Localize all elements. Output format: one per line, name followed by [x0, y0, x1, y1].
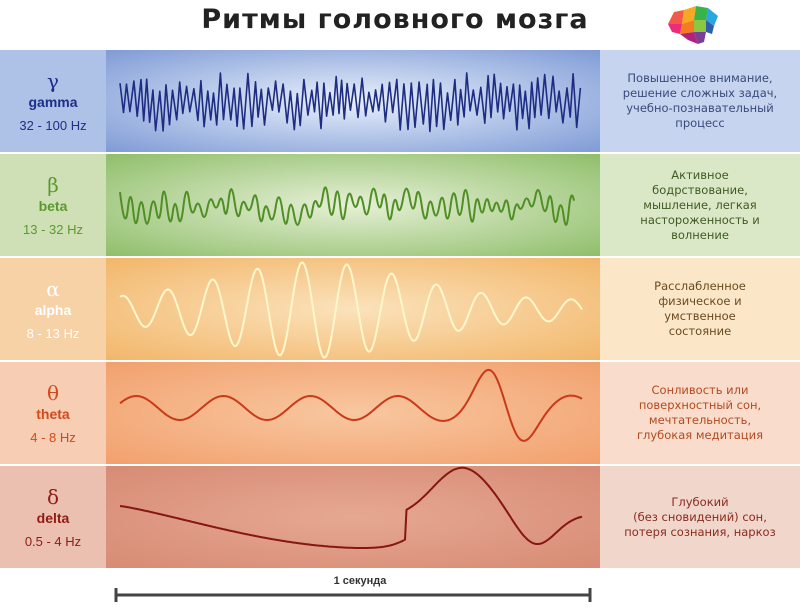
band-description-beta: Активное бодрствование, мышление, легкая… [600, 154, 800, 256]
time-scale-label: 1 секунда [333, 575, 387, 587]
band-label-gamma: γ gamma 32 - 100 Hz [0, 50, 106, 152]
wave-alpha [119, 261, 583, 359]
band-gamma: γ gamma 32 - 100 Hz Повышенное внимание, ре… [0, 50, 800, 152]
band-wave-area-theta [106, 362, 600, 464]
band-symbol: β [47, 172, 59, 197]
band-label-alpha: α alpha 8 - 13 Hz [0, 258, 106, 360]
page-title-text: Ритмы головного мозга [201, 4, 589, 35]
band-label-theta: θ theta 4 - 8 Hz [0, 362, 106, 464]
band-frequency: 13 - 32 Hz [23, 221, 83, 237]
wave-delta [119, 466, 583, 549]
wave-line-gamma [119, 72, 582, 133]
band-frequency: 32 - 100 Hz [19, 117, 87, 133]
band-wave-area-gamma [106, 50, 600, 152]
wave-line-theta [119, 368, 583, 442]
band-description-alpha: Расслабленное физическое и умственное со… [600, 258, 800, 360]
band-alpha: α alpha 8 - 13 Hz Расслабленное физическое … [0, 258, 800, 360]
band-symbol: α [46, 276, 60, 301]
band-wave-area-delta [106, 466, 600, 568]
brain-logo-icon [668, 6, 718, 44]
wave-line-beta [119, 186, 575, 226]
wave-line-alpha [119, 261, 583, 359]
wave-theta [119, 368, 583, 442]
band-name: beta [38, 197, 68, 214]
band-name: theta [36, 405, 70, 422]
band-name: alpha [34, 301, 72, 318]
wave-beta [119, 186, 575, 226]
band-delta: δ delta 0.5 - 4 Hz Глубокий (без сновидений… [0, 466, 800, 568]
band-description-theta: Сонливость или поверхностный сон, мечтат… [600, 362, 800, 464]
band-symbol: θ [46, 380, 60, 405]
time-scale-bar [114, 588, 592, 602]
band-symbol: δ [46, 484, 60, 509]
band-frequency: 8 - 13 Hz [26, 325, 80, 341]
wave-line-delta [119, 466, 583, 549]
band-name: delta [36, 509, 70, 526]
band-description-delta: Глубокий (без сновидений) сон, потеря со… [600, 466, 800, 568]
band-beta: β beta 13 - 32 Hz Активное бодрствование, м… [0, 154, 800, 256]
page-title: Ритмы головного мозга [0, 4, 720, 35]
band-description-gamma: Повышенное внимание, решение сложных зад… [600, 50, 800, 152]
band-wave-area-beta [106, 154, 600, 256]
band-frequency: 4 - 8 Hz [30, 429, 76, 445]
band-name: gamma [28, 93, 78, 110]
wave-gamma [119, 72, 582, 133]
band-label-beta: β beta 13 - 32 Hz [0, 154, 106, 256]
band-label-delta: δ delta 0.5 - 4 Hz [0, 466, 106, 568]
band-theta: θ theta 4 - 8 Hz Сонливость или поверхностн… [0, 362, 800, 464]
band-wave-area-alpha [106, 258, 600, 360]
band-frequency: 0.5 - 4 Hz [24, 533, 82, 549]
band-symbol: γ [47, 68, 59, 93]
